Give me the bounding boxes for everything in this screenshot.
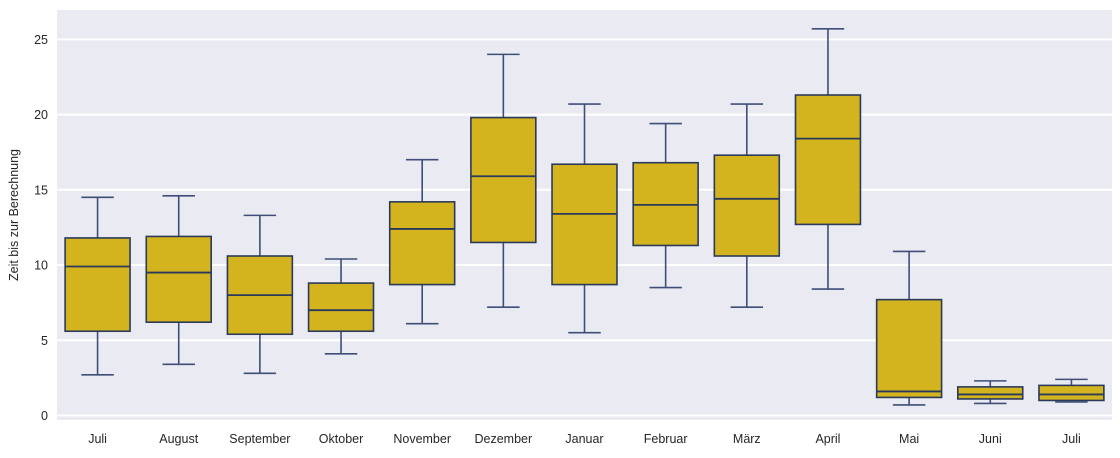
x-tick-label: August — [159, 432, 198, 446]
x-tick-label: Mai — [899, 432, 919, 446]
x-tick-label: März — [733, 432, 761, 446]
x-tick-label: Januar — [565, 432, 603, 446]
x-tick-label: September — [229, 432, 290, 446]
x-tick-label: Dezember — [475, 432, 533, 446]
box-juli — [64, 237, 131, 333]
y-tick-label: 10 — [34, 259, 48, 273]
x-tick-label: Juli — [88, 432, 107, 446]
x-tick-label: Oktober — [319, 432, 363, 446]
x-tick-label: Juli — [1062, 432, 1081, 446]
box-november — [388, 201, 456, 286]
box-januar — [551, 163, 618, 286]
box-august — [145, 235, 212, 324]
box-juli — [1038, 384, 1105, 402]
x-tick-label: November — [393, 432, 451, 446]
x-tick-label: April — [815, 432, 840, 446]
box-april — [794, 94, 862, 226]
x-tick-label: Februar — [644, 432, 688, 446]
box-oktober — [307, 282, 375, 333]
y-tick-label: 5 — [41, 334, 48, 348]
y-tick-label: 25 — [34, 33, 48, 47]
x-tick-label: Juni — [979, 432, 1002, 446]
box-juni — [957, 386, 1024, 400]
box-mai — [875, 298, 943, 399]
y-tick-label: 20 — [34, 108, 48, 122]
y-tick-label: 15 — [34, 183, 48, 197]
box-marz — [713, 154, 781, 257]
y-tick-label: 0 — [41, 409, 48, 423]
box-dezember — [470, 116, 537, 244]
